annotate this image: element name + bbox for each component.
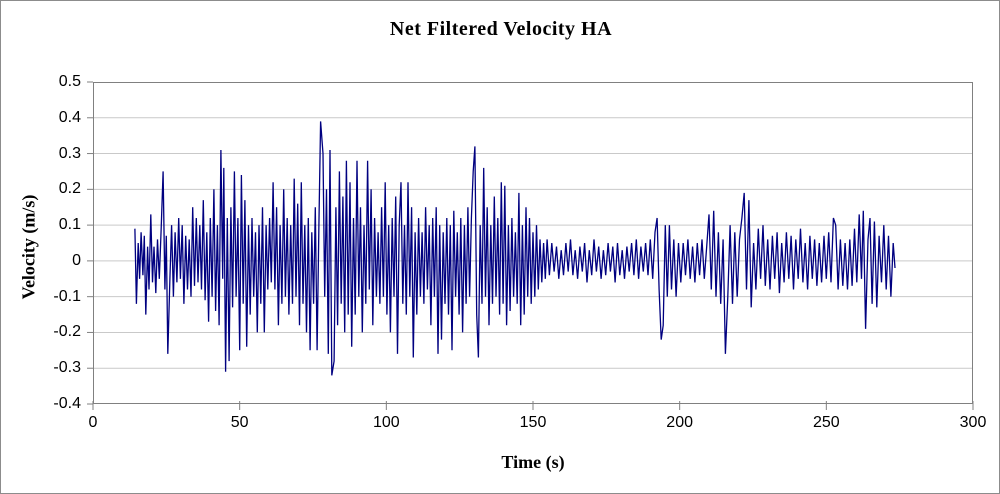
y-tick-label: -0.4 [53, 395, 81, 412]
y-tick-label: 0.1 [58, 216, 81, 234]
x-tick-label: 300 [959, 414, 987, 431]
chart-title: Net Filtered Velocity HA [389, 18, 613, 40]
x-axis-title: Time (s) [501, 452, 565, 472]
x-tick-label: 100 [372, 414, 400, 431]
x-tick-label: 50 [230, 414, 249, 431]
y-axis-title: Velocity (m/s) [18, 194, 39, 300]
x-tick-label: 0 [88, 414, 98, 431]
plot-area [87, 81, 974, 410]
y-tick-label: -0.3 [53, 359, 81, 377]
series-line [134, 121, 896, 376]
y-tick-label: -0.2 [53, 323, 81, 341]
x-tick-label: 200 [666, 414, 693, 431]
y-tick-label: 0.5 [58, 73, 81, 90]
y-tick-label: 0 [72, 251, 81, 269]
x-tick-label: 250 [812, 414, 840, 431]
y-tick-label: 0.3 [58, 144, 81, 162]
y-tick-label: -0.1 [53, 287, 81, 305]
y-tick-label: 0.4 [58, 108, 81, 126]
y-tick-label: 0.2 [58, 180, 81, 198]
x-tick-label: 150 [519, 414, 547, 431]
